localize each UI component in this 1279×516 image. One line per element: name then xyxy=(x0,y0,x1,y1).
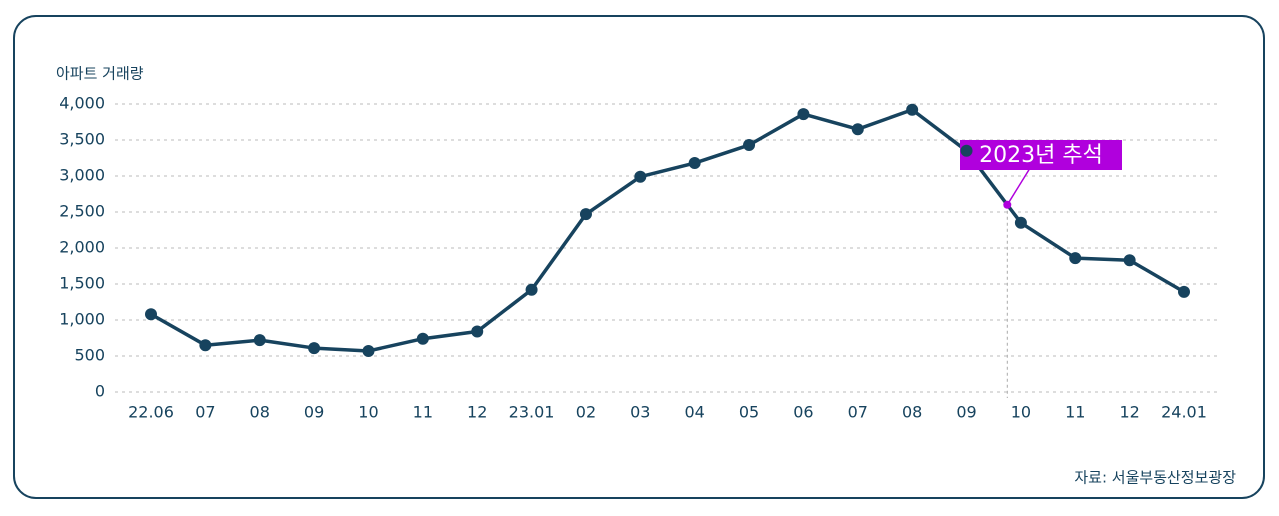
y-tick-label: 2,000 xyxy=(59,238,105,257)
point xyxy=(1123,254,1136,267)
annotation-box xyxy=(960,140,1122,170)
x-tick-label: 02 xyxy=(576,403,596,422)
annotation-leader xyxy=(1006,165,1032,206)
point xyxy=(416,332,429,345)
x-tick-label: 09 xyxy=(956,403,976,422)
point xyxy=(1178,285,1190,298)
point xyxy=(362,344,375,357)
point xyxy=(525,283,538,296)
x-tick-label: 04 xyxy=(685,403,705,422)
point xyxy=(308,342,321,355)
point xyxy=(743,139,756,152)
x-tick-label: 08 xyxy=(902,403,922,422)
point xyxy=(199,339,212,352)
x-tick-label: 10 xyxy=(358,403,378,422)
y-tick-label: 1,000 xyxy=(59,310,105,329)
x-tick-label: 24.01 xyxy=(1161,403,1207,422)
y-tick-label: 0 xyxy=(95,382,105,401)
x-tick-label: 23.01 xyxy=(509,403,555,422)
x-tick-label: 10 xyxy=(1011,403,1031,422)
y-tick-label: 4,000 xyxy=(59,94,105,113)
point xyxy=(471,325,484,338)
point xyxy=(145,308,157,321)
y-tick-label: 3,500 xyxy=(59,130,105,149)
line xyxy=(150,108,1185,353)
annotation: 2023년 추석 xyxy=(979,143,1103,168)
x-tick-label: 08 xyxy=(250,403,270,422)
y-tick-label: 500 xyxy=(74,346,105,365)
x-tick-label: 11 xyxy=(1065,403,1085,422)
x-tick-label: 06 xyxy=(793,403,813,422)
point xyxy=(579,208,592,221)
point xyxy=(688,157,701,170)
y-tick-label: 2,500 xyxy=(59,202,105,221)
point xyxy=(960,144,973,157)
frame xyxy=(13,15,1265,499)
source: 자료: 서울부동산정보광장 xyxy=(1074,469,1236,487)
point xyxy=(1069,252,1082,265)
x-tick-label: 12 xyxy=(467,403,487,422)
x-tick-label: 07 xyxy=(848,403,868,422)
x-tick-label: 07 xyxy=(195,403,215,422)
x-tick-label: 22.06 xyxy=(128,403,174,422)
point xyxy=(906,103,919,116)
y-axis-label: 아파트 거래량 xyxy=(56,65,144,83)
point xyxy=(797,108,810,121)
x-tick-label: 05 xyxy=(739,403,759,422)
x-tick-label: 11 xyxy=(413,403,433,422)
x-tick-label: 09 xyxy=(304,403,324,422)
point xyxy=(851,123,864,136)
point xyxy=(1014,216,1027,229)
x-tick-label: 03 xyxy=(630,403,650,422)
annotation-point xyxy=(1003,200,1012,209)
y-tick-label: 3,000 xyxy=(59,166,105,185)
point xyxy=(253,334,266,347)
y-tick-label: 1,500 xyxy=(59,274,105,293)
point xyxy=(634,170,647,183)
x-tick-label: 12 xyxy=(1119,403,1139,422)
